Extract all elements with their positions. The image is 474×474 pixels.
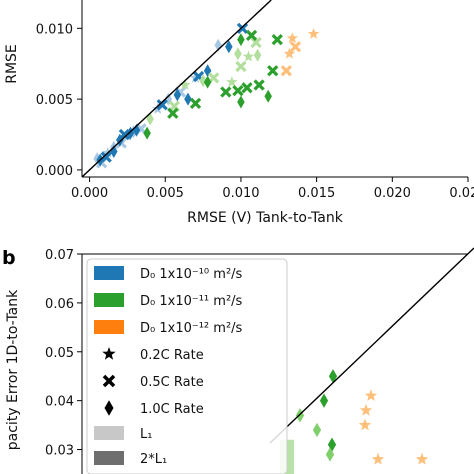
data-point	[146, 112, 154, 126]
legend-entry: 1.0C Rate	[104, 400, 204, 417]
legend-swatch	[94, 293, 124, 307]
x-tick-label: 0.005	[147, 186, 184, 201]
data-point	[237, 95, 245, 109]
data-point	[295, 408, 305, 423]
data-point	[358, 418, 372, 431]
data-point	[235, 60, 247, 73]
legend-swatch	[94, 451, 124, 465]
panel-a-identity-line	[82, 0, 272, 177]
data-point	[220, 86, 232, 98]
data-point	[167, 107, 179, 119]
legend-label: 0.2C Rate	[140, 348, 204, 363]
legend-label: D₀ 1x10⁻¹¹ m²/s	[140, 294, 243, 309]
data-point	[325, 447, 335, 462]
data-point	[286, 32, 299, 44]
data-point	[264, 89, 272, 103]
data-point	[307, 28, 320, 39]
y-tick-label: 0.05	[45, 346, 74, 361]
legend-entry: 2*L₁	[94, 451, 167, 467]
legend-label: D₀ 1x10⁻¹² m²/s	[140, 321, 243, 336]
legend-swatch	[102, 347, 116, 360]
panel-a-y-ticks: 0.000 0.005 0.010	[36, 22, 82, 179]
panel-b-y-axis-label: pacity Error 1D-to-Tank	[5, 289, 21, 450]
data-point	[245, 29, 258, 42]
panel-b-label: b	[2, 247, 16, 269]
data-point	[250, 36, 262, 49]
data-point	[271, 34, 283, 46]
y-tick-label: 0.010	[36, 22, 73, 37]
panel-b-y-ticks: 0.03 0.04 0.05 0.06 0.07	[45, 248, 82, 459]
data-point	[208, 72, 220, 84]
data-point	[364, 389, 378, 401]
data-point	[100, 151, 112, 163]
y-tick-label: 0.06	[45, 297, 74, 312]
panel-b-markers	[280, 369, 429, 474]
y-tick-label: 0.04	[45, 395, 74, 410]
x-tick-label: 0.015	[298, 186, 335, 201]
data-point	[232, 84, 244, 97]
data-point	[143, 126, 151, 140]
data-point	[371, 452, 385, 465]
legend-entry: 0.2C Rate	[102, 347, 204, 363]
panel-a-x-ticks: 0.000 0.005 0.010 0.015 0.020 0.025	[71, 177, 474, 201]
panel-b-identity-line	[269, 247, 474, 444]
legend-entry: 0.5C Rate	[102, 374, 204, 390]
data-point	[253, 79, 265, 91]
data-point	[280, 65, 292, 77]
data-point	[415, 452, 429, 465]
y-tick-label: 0.03	[45, 444, 74, 459]
y-tick-label: 0.07	[45, 248, 74, 263]
legend-swatch	[94, 320, 124, 334]
data-point	[312, 422, 322, 438]
data-point	[226, 76, 238, 87]
data-point	[359, 403, 373, 416]
legend-entry: D₀ 1x10⁻¹¹ m²/s	[94, 293, 243, 309]
data-point	[241, 82, 253, 94]
legend-label: 2*L₁	[140, 452, 167, 467]
legend-swatch	[104, 400, 114, 416]
panel-a-y-axis-label: RMSE	[4, 44, 20, 84]
data-point	[179, 79, 191, 90]
panel-b-legend: D₀ 1x10⁻¹⁰ m²/s D₀ 1x10⁻¹¹ m²/s D₀ 1x10⁻¹²…	[86, 258, 288, 474]
legend-label: L₁	[140, 427, 152, 442]
data-point	[203, 75, 212, 89]
legend-label: 1.0C Rate	[140, 402, 204, 417]
legend-entry: L₁	[94, 426, 152, 442]
legend-swatch	[94, 266, 124, 280]
data-point	[328, 369, 338, 384]
legend-frame	[86, 258, 288, 474]
data-point	[236, 22, 249, 34]
legend-label: D₀ 1x10⁻¹⁰ m²/s	[140, 267, 243, 282]
x-tick-label: 0.000	[71, 186, 108, 201]
panel-a-markers	[93, 22, 320, 169]
x-tick-label: 0.010	[222, 186, 259, 201]
data-point	[234, 47, 242, 61]
panel-b: b 0.03 0.04 0.05 0.06 0.07 pacity Error 1D-t…	[2, 247, 474, 474]
data-point	[173, 88, 182, 102]
data-point	[283, 47, 296, 59]
legend-entry: D₀ 1x10⁻¹⁰ m²/s	[94, 266, 243, 282]
data-point	[242, 50, 255, 62]
data-point	[156, 99, 168, 111]
y-tick-label: 0.005	[36, 93, 73, 108]
data-point	[189, 97, 202, 109]
data-point	[289, 41, 302, 53]
legend-entry: D₀ 1x10⁻¹² m²/s	[94, 320, 243, 336]
y-tick-label: 0.000	[36, 164, 73, 179]
data-point	[184, 92, 192, 106]
data-point	[267, 65, 279, 77]
panel-a-x-axis-label: RMSE (V) Tank-to-Tank	[187, 210, 344, 226]
x-tick-label: 0.020	[374, 186, 411, 201]
x-tick-label: 0.025	[449, 186, 474, 201]
legend-label: 0.5C Rate	[140, 375, 204, 390]
data-point	[118, 128, 131, 141]
legend-swatch	[102, 374, 116, 388]
data-point	[225, 40, 233, 54]
legend-swatch	[94, 426, 124, 440]
data-point	[237, 33, 245, 47]
data-point	[253, 48, 262, 62]
data-point	[319, 393, 329, 408]
